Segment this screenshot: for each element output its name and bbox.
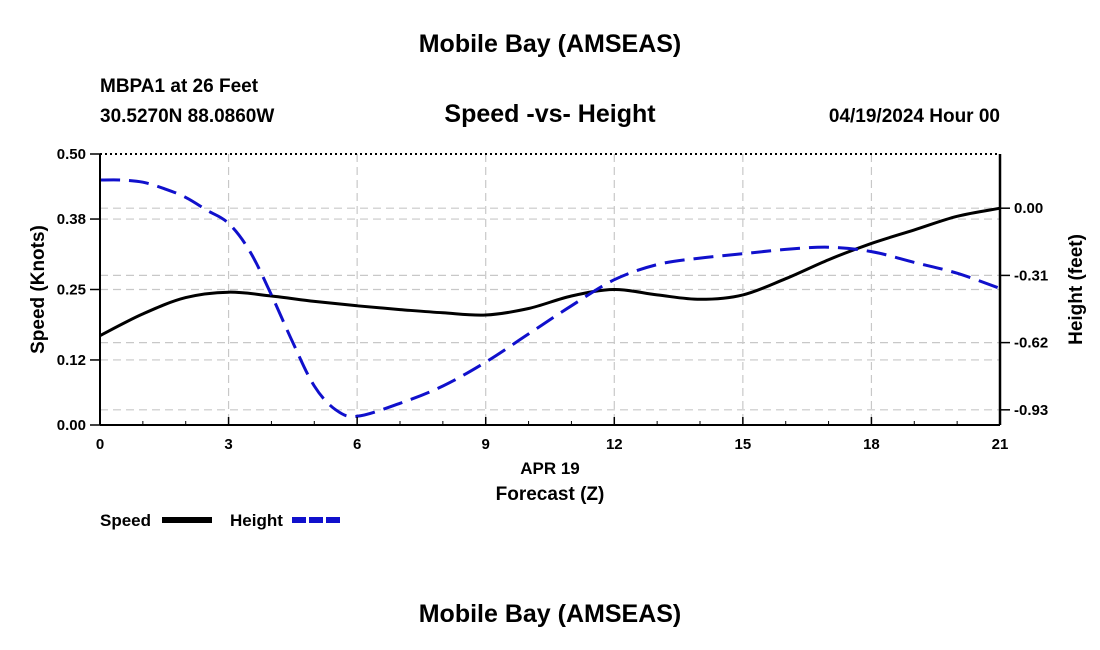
x-tick-label: 0	[96, 436, 104, 453]
x-tick-label: 15	[735, 436, 752, 453]
y-tick-label: 0.12	[57, 352, 86, 369]
y2-tick-label: 0.00	[1014, 200, 1043, 217]
x-tick-label: 6	[353, 436, 361, 453]
y-tick-label: 0.00	[57, 417, 86, 434]
y2-tick-label: -0.93	[1014, 402, 1048, 419]
footer-title: Mobile Bay (AMSEAS)	[418, 600, 682, 628]
speed-series-line	[99, 206, 1001, 337]
y2-tick-label: -0.31	[1014, 267, 1048, 284]
station-coordinates: 30.5270N 88.0860W	[100, 106, 275, 127]
station-name: MBPA1 at 26 Feet	[100, 76, 259, 97]
y-axis-label: Speed (Knots)	[28, 225, 49, 354]
y2-tick-label: -0.62	[1014, 335, 1048, 352]
x-tick-label: 18	[863, 436, 880, 453]
y2-axis-label: Height (feet)	[1066, 234, 1087, 345]
x-axis-label: Forecast (Z)	[496, 484, 605, 505]
forecast-date: 04/19/2024 Hour 00	[828, 106, 1000, 127]
x-axis-date-label: APR 19	[520, 459, 580, 478]
height-series-line	[99, 178, 1001, 419]
y-tick-label: 0.38	[57, 211, 86, 228]
x-tick-label: 3	[224, 436, 232, 453]
chart-subtitle: Speed -vs- Height	[444, 100, 656, 128]
y-tick-label: 0.50	[57, 146, 86, 163]
x-tick-label: 9	[482, 436, 490, 453]
x-tick-label: 21	[992, 436, 1009, 453]
x-tick-label: 12	[606, 436, 623, 453]
chart-title: Mobile Bay (AMSEAS)	[418, 30, 682, 58]
legend-label-speed: Speed	[100, 511, 151, 530]
y-tick-label: 0.25	[57, 282, 86, 299]
legend-label-height: Height	[230, 511, 283, 530]
